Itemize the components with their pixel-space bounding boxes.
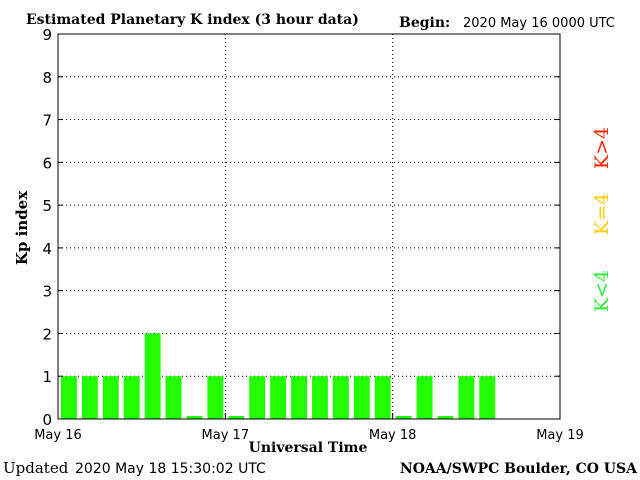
bar bbox=[270, 376, 287, 419]
bar bbox=[165, 376, 182, 419]
bar bbox=[332, 376, 349, 419]
y-tick-label: 6 bbox=[42, 154, 52, 172]
bar bbox=[416, 376, 433, 419]
bar bbox=[437, 416, 454, 419]
x-tick-label: May 16 bbox=[34, 428, 82, 443]
bar bbox=[374, 376, 391, 419]
begin-label: Begin: bbox=[399, 15, 450, 31]
bar bbox=[207, 376, 224, 419]
y-tick-label: 2 bbox=[42, 325, 52, 343]
bar bbox=[353, 376, 370, 419]
y-tick-label: 4 bbox=[42, 240, 52, 258]
x-tick-label: May 17 bbox=[202, 428, 250, 443]
legend-item: K>4 bbox=[591, 127, 613, 169]
y-tick-label: 3 bbox=[42, 283, 52, 301]
bar bbox=[102, 376, 119, 419]
x-tick-label: May 18 bbox=[369, 428, 417, 443]
bar bbox=[186, 416, 203, 419]
grid-lines bbox=[58, 33, 560, 419]
bar bbox=[123, 376, 140, 419]
bar bbox=[249, 376, 266, 419]
updated-label: Updated bbox=[3, 459, 69, 477]
bar bbox=[395, 416, 412, 419]
legend-item: K=4 bbox=[591, 193, 613, 235]
bar bbox=[144, 333, 161, 419]
y-tick-label: 1 bbox=[42, 368, 52, 386]
bars-group bbox=[61, 333, 496, 419]
x-axis: May 16 May 17 May 18 May 19 bbox=[34, 413, 584, 443]
y-tick-label: 7 bbox=[42, 112, 52, 130]
bar bbox=[479, 376, 496, 419]
bar bbox=[228, 416, 245, 419]
legend: K<4 K=4 K>4 bbox=[591, 127, 613, 312]
source-credit: NOAA/SWPC Boulder, CO USA bbox=[400, 461, 638, 477]
y-axis: 0 1 2 3 4 5 6 7 8 9 bbox=[42, 26, 560, 429]
bar bbox=[458, 376, 475, 419]
y-tick-label: 9 bbox=[42, 26, 52, 44]
y-tick-label: 0 bbox=[42, 411, 52, 429]
bar bbox=[81, 376, 98, 419]
bar bbox=[61, 376, 77, 419]
plot-frame bbox=[57, 33, 561, 420]
legend-item: K<4 bbox=[591, 270, 613, 312]
bar bbox=[312, 376, 328, 419]
begin-value: 2020 May 16 0000 UTC bbox=[463, 16, 615, 31]
x-axis-label: Universal Time bbox=[249, 440, 368, 456]
chart-title: Estimated Planetary K index (3 hour data… bbox=[26, 12, 359, 28]
y-axis-label: Kp index bbox=[13, 190, 31, 265]
updated-value: 2020 May 18 15:30:02 UTC bbox=[75, 461, 266, 477]
x-tick-label: May 19 bbox=[536, 428, 584, 443]
bar bbox=[291, 376, 307, 419]
y-tick-label: 8 bbox=[42, 69, 52, 87]
y-tick-label: 5 bbox=[42, 197, 52, 215]
